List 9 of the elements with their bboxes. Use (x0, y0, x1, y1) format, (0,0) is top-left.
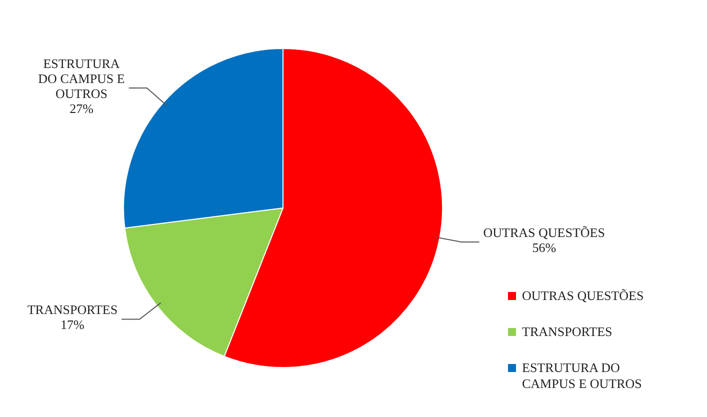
data-label: 27% (70, 100, 94, 116)
legend-label: TRANSPORTES (522, 324, 614, 340)
legend-label: OUTRAS QUESTÕES (522, 288, 645, 304)
data-label: 17% (60, 317, 85, 332)
legend-label: ESTRUTURA DO CAMPUS E OUTROS (522, 360, 643, 392)
data-label: 56% (532, 240, 556, 255)
slice-label: ESTRUTURA DO CAMPUS E OUTROS (38, 56, 125, 101)
slice-label: TRANSPORTES (27, 302, 118, 318)
slice-label: OUTRAS QUESTÕES (483, 224, 605, 240)
